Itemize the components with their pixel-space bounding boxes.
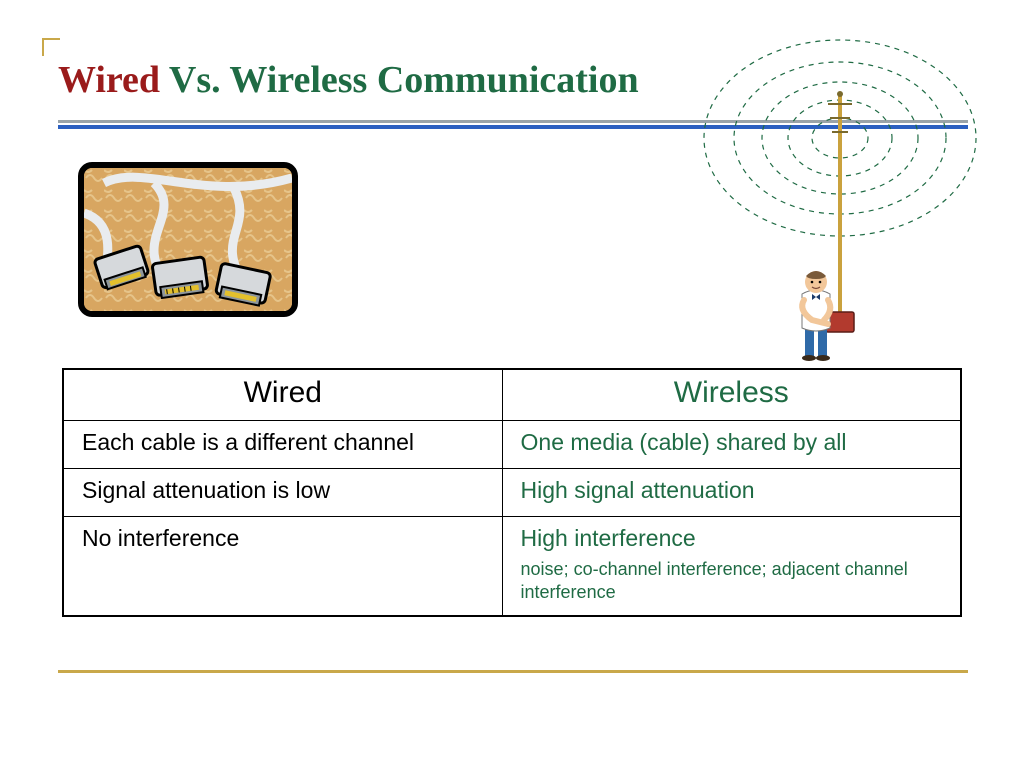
table-header-row: Wired Wireless [63,369,961,421]
cell-wired: Signal attenuation is low [63,469,502,517]
table-row: Signal attenuation is low High signal at… [63,469,961,517]
comparison-table: Wired Wireless Each cable is a different… [62,368,962,617]
col-header-wireless: Wireless [502,369,961,421]
table-row: Each cable is a different channel One me… [63,421,961,469]
bottom-rule [58,670,968,673]
cell-wireless-sub: noise; co-channel interference; adjacent… [521,558,948,603]
col-header-wired: Wired [63,369,502,421]
cell-wired: Each cable is a different channel [63,421,502,469]
cell-wireless-main: High interference [521,525,696,551]
frame-corner [42,38,60,56]
cables-clipart [78,162,298,317]
title-accent: Wired [58,59,160,101]
cell-wired: No interference [63,517,502,617]
title-rest: Vs. Wireless Communication [160,59,639,101]
antenna-clipart [700,60,980,370]
table-row: No interference High interference noise;… [63,517,961,617]
cell-wireless: High signal attenuation [502,469,961,517]
cell-wireless: One media (cable) shared by all [502,421,961,469]
page-title: Wired Vs. Wireless Communication [58,58,639,102]
cell-wireless: High interference noise; co-channel inte… [502,517,961,617]
